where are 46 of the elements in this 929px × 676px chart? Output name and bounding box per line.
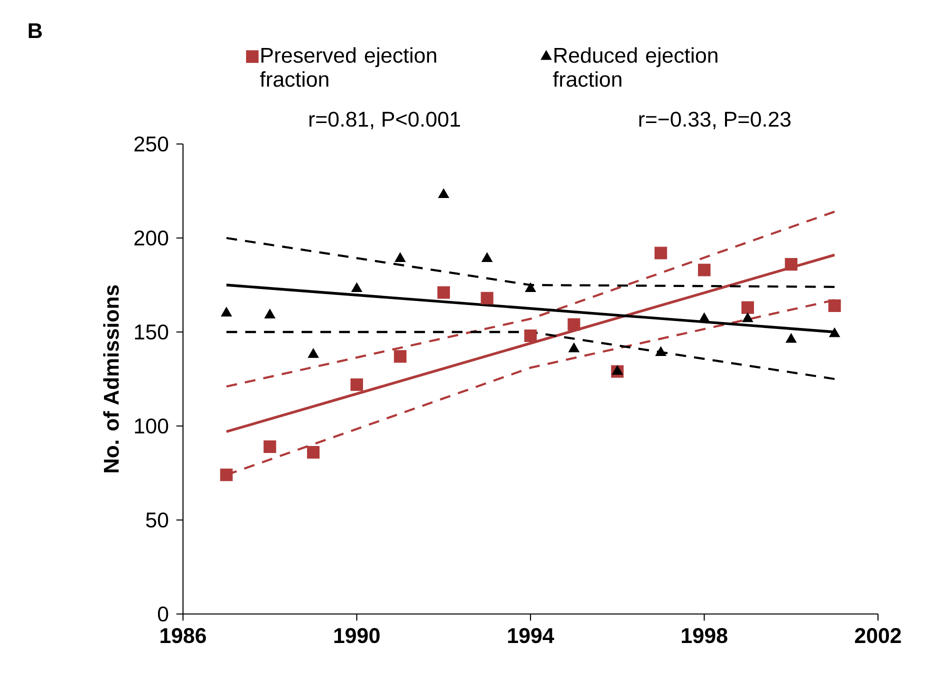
x-tick-label: 1990 (334, 628, 380, 644)
point (654, 246, 668, 260)
point (438, 188, 450, 198)
point (828, 299, 841, 312)
point (568, 318, 580, 331)
point (741, 301, 754, 314)
text: r=0.81, P<0.001 (309, 112, 460, 130)
legend-label: Reduced ejection fraction (553, 47, 718, 87)
y-tick-label: 100 (135, 418, 168, 434)
point (786, 333, 797, 343)
point (742, 312, 754, 322)
point (568, 342, 580, 352)
x-tick-label: 1986 (160, 628, 206, 644)
point (698, 264, 711, 276)
point (437, 286, 450, 299)
point (612, 365, 623, 375)
chart-title: B (28, 23, 42, 38)
point (525, 282, 536, 292)
x-tick-label: 1998 (682, 628, 728, 644)
point (698, 312, 710, 322)
point (351, 282, 362, 292)
point (220, 306, 232, 316)
y-tick-label: 50 (146, 512, 168, 528)
point (480, 292, 494, 304)
point (308, 348, 319, 358)
y-tick-label: 150 (135, 324, 168, 340)
point (307, 446, 320, 459)
text: r=−0.33, P=0.23 (639, 112, 791, 130)
legend-label: Preserved ejection fraction (260, 47, 436, 87)
point (524, 329, 537, 342)
x-tick-label: 2002 (855, 628, 901, 644)
point (655, 346, 666, 356)
point (482, 252, 493, 262)
point (829, 328, 840, 338)
point (394, 252, 406, 262)
y-tick-label: 0 (158, 606, 168, 622)
y-axis-title: No. of Admissions (103, 285, 119, 472)
point (264, 308, 276, 318)
point (264, 440, 276, 453)
y-tick-label: 250 (134, 136, 168, 152)
y-tick-label: 200 (134, 230, 168, 246)
point (350, 378, 364, 391)
point (784, 258, 798, 271)
point (394, 350, 406, 363)
point (220, 468, 233, 482)
x-tick-label: 1994 (508, 628, 554, 644)
